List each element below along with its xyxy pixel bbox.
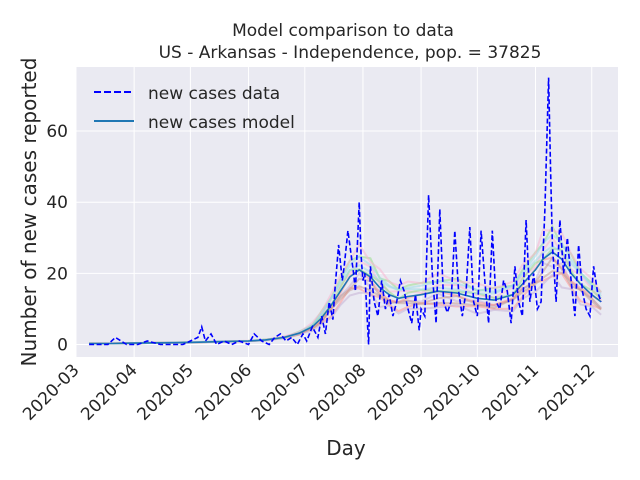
- legend-label-new-cases-data: new cases data: [148, 84, 280, 104]
- legend: new cases data new cases model: [94, 84, 295, 133]
- chart-title: Model comparison to data: [232, 21, 454, 41]
- y-tick-label: 0: [57, 336, 68, 356]
- x-tick-label: 2020-10: [421, 360, 485, 424]
- x-tick-label: 2020-07: [248, 360, 312, 424]
- x-tick-label: 2020-05: [134, 360, 198, 424]
- y-tick-label: 40: [46, 193, 68, 213]
- chart-subtitle: US - Arkansas - Independence, pop. = 378…: [159, 43, 542, 63]
- x-tick-label: 2020-11: [479, 360, 543, 424]
- y-tick-label: 60: [46, 122, 68, 142]
- x-axis-label: Day: [326, 436, 366, 460]
- x-tick-label: 2020-04: [77, 360, 141, 424]
- plot-area: [76, 67, 618, 357]
- y-tick-label: 20: [46, 264, 68, 284]
- x-tick-label: 2020-03: [19, 360, 83, 424]
- y-axis-label: Number of new cases reported: [17, 58, 41, 367]
- legend-label-new-cases-model: new cases model: [148, 113, 295, 133]
- x-tick-label: 2020-08: [306, 360, 370, 424]
- grid: [75, 67, 618, 357]
- x-tick-label: 2020-09: [364, 360, 428, 424]
- series-group: [89, 77, 602, 346]
- x-tick-label: 2020-06: [192, 360, 256, 424]
- series-line-new-cases-model: [89, 250, 602, 345]
- x-axis-ticks: 2020-032020-042020-052020-062020-072020-…: [19, 360, 599, 424]
- series-line-new-cases-data: [89, 77, 602, 346]
- y-axis-ticks: 0 20 40 60: [46, 122, 68, 355]
- x-tick-label: 2020-12: [535, 360, 599, 424]
